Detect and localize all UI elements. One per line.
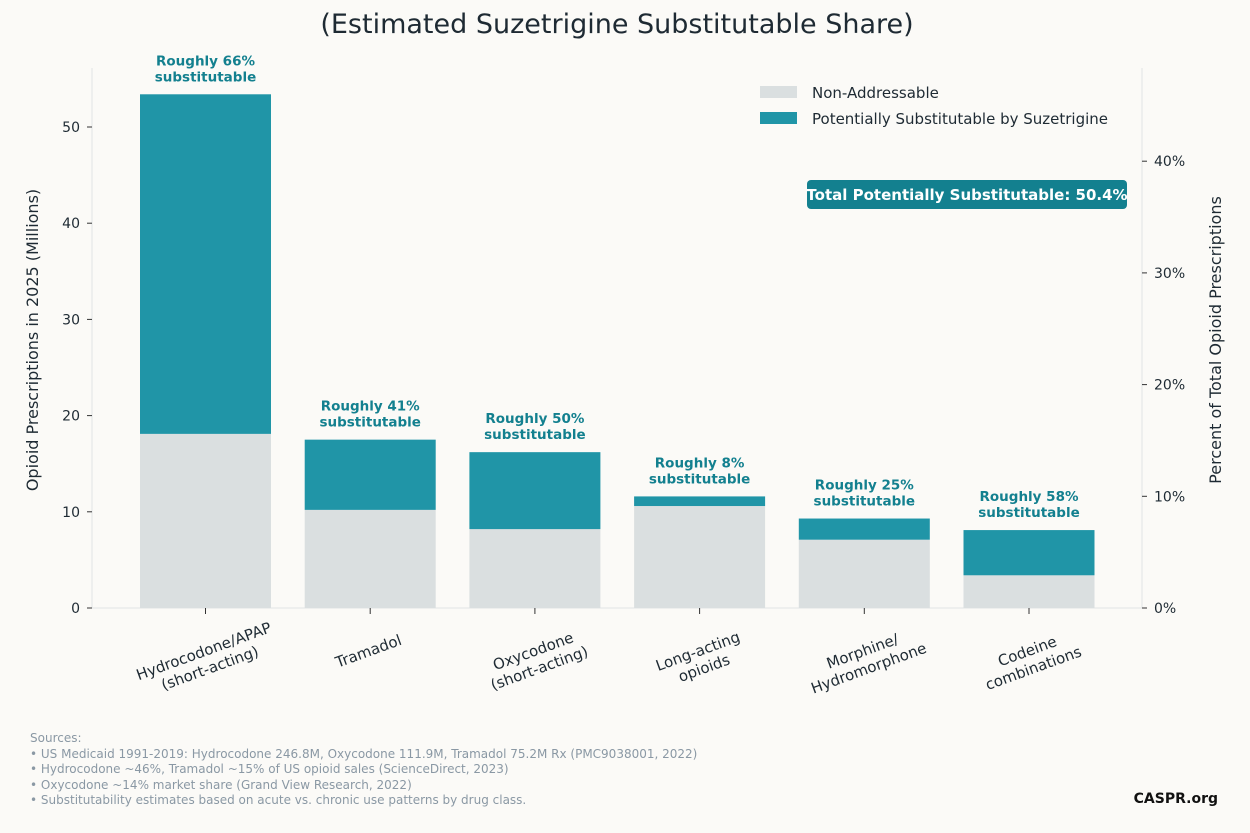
bar-annotation: Roughly 25% <box>815 478 914 494</box>
x-tick-label: Codeinecombinations <box>977 626 1084 694</box>
legend-label: Non-Addressable <box>812 84 939 102</box>
source-line: • Hydrocodone ~46%, Tramadol ~15% of US … <box>30 762 509 776</box>
y-tick-label: 20 <box>62 409 80 425</box>
source-line: • US Medicaid 1991-2019: Hydrocodone 246… <box>30 746 698 761</box>
bar-annotation: Roughly 8% <box>655 455 745 471</box>
bar-annotation: substitutable <box>649 471 751 487</box>
bar-non-addressable <box>963 575 1095 608</box>
y-right-tick-label: 0% <box>1154 601 1176 617</box>
bar-annotation: substitutable <box>814 494 916 510</box>
y-right-tick-label: 40% <box>1154 154 1185 170</box>
y-tick-label: 0 <box>71 601 80 617</box>
total-badge <box>807 180 1127 209</box>
bar-non-addressable <box>634 506 766 608</box>
bar-annotation: substitutable <box>155 69 257 85</box>
sources-note: Sources: • US Medicaid 1991-2019: Hydroc… <box>30 731 697 809</box>
bar-non-addressable <box>304 509 436 608</box>
source-line: • Oxycodone ~14% market share (Grand Vie… <box>30 777 412 792</box>
x-tick-label: Long-actingopioids <box>653 628 748 692</box>
bar-substitutable <box>469 452 601 530</box>
y-right-tick-label: 20% <box>1154 378 1185 394</box>
total-badge-label: Total Potentially Substitutable: 50.4% <box>806 186 1127 204</box>
y-tick-label: 50 <box>62 120 80 136</box>
bar-substitutable <box>304 439 436 510</box>
x-tick-label: Tramadol <box>332 631 404 672</box>
x-tick-label: Morphine/Hydromorphone <box>802 622 929 697</box>
bar-substitutable <box>634 496 766 507</box>
bar-non-addressable <box>140 433 271 608</box>
legend-label: Potentially Substitutable by Suzetrigine <box>812 110 1108 128</box>
bar-annotation: Roughly 58% <box>980 489 1079 505</box>
y-right-tick-label: 30% <box>1154 266 1185 282</box>
source-line: • Substitutability estimates based on ac… <box>30 793 527 807</box>
bar-annotation: Roughly 50% <box>485 411 584 427</box>
bar-annotation: substitutable <box>484 427 586 443</box>
x-tick-label-line: Tramadol <box>332 631 404 672</box>
y-axis-label: Opioid Prescriptions in 2025 (Millions) <box>23 189 42 491</box>
sources-heading: Sources: <box>30 731 82 745</box>
legend-swatch <box>760 86 797 98</box>
bar-non-addressable <box>798 539 930 608</box>
y-tick-label: 10 <box>62 505 80 521</box>
y-right-tick-label: 10% <box>1154 489 1185 505</box>
bar-annotation: Roughly 66% <box>156 53 255 69</box>
legend-swatch <box>760 112 797 124</box>
bar-substitutable <box>798 518 930 540</box>
bar-annotation: substitutable <box>978 505 1080 521</box>
bar-substitutable <box>963 530 1095 576</box>
x-tick-label: Hydrocodone/APAP(short-acting) <box>134 619 280 701</box>
brand-label: CASPR.org <box>1133 791 1218 807</box>
bar-annotation: substitutable <box>319 415 421 431</box>
bar-non-addressable <box>469 529 601 608</box>
y-tick-label: 40 <box>62 216 80 232</box>
bar-annotation: Roughly 41% <box>321 399 420 415</box>
y-right-axis-label: Percent of Total Opioid Prescriptions <box>1206 196 1225 484</box>
x-tick-label: Oxycodone(short-acting) <box>482 625 590 694</box>
bar-substitutable <box>140 94 271 434</box>
chart-title: (Estimated Suzetrigine Substitutable Sha… <box>320 9 913 40</box>
y-tick-label: 30 <box>62 312 80 328</box>
